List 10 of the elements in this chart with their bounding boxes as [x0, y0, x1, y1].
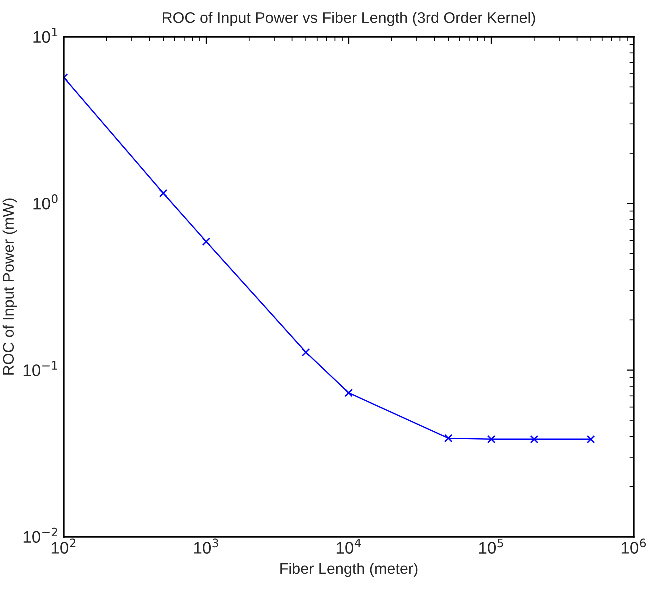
chart-title: ROC of Input Power vs Fiber Length (3rd Order Kernel) — [163, 12, 536, 26]
y-tick-label: 10$^{1}$ — [34, 28, 58, 44]
x-tick-label: 10$^{6}$ — [622, 538, 646, 554]
x-axis-title: Fiber Length (meter) — [280, 562, 418, 578]
x-tick-label: 10$^{3}$ — [194, 538, 218, 554]
x-tick-label: 10$^{5}$ — [479, 538, 504, 554]
x-tick-label: 10$^{4}$ — [336, 538, 362, 554]
y-tick-label: 10$^{0}$ — [34, 194, 58, 210]
y-axis-title: ROC of Input Power (mW) — [2, 198, 18, 375]
y-tick-label: 10$^{−1}$ — [24, 361, 58, 376]
